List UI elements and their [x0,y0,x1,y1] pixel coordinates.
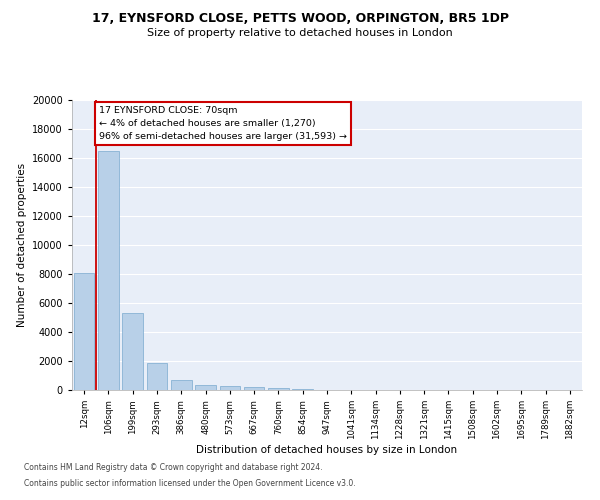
Bar [268,388,289,390]
X-axis label: Distribution of detached houses by size in London: Distribution of detached houses by size … [196,445,458,455]
Bar [98,151,119,390]
Text: 17 EYNSFORD CLOSE: 70sqm
← 4% of detached houses are smaller (1,270)
96% of semi: 17 EYNSFORD CLOSE: 70sqm ← 4% of detache… [99,106,347,141]
Text: Size of property relative to detached houses in London: Size of property relative to detached ho… [147,28,453,38]
Text: Contains HM Land Registry data © Crown copyright and database right 2024.: Contains HM Land Registry data © Crown c… [24,464,323,472]
Bar [195,385,216,390]
Text: 17, EYNSFORD CLOSE, PETTS WOOD, ORPINGTON, BR5 1DP: 17, EYNSFORD CLOSE, PETTS WOOD, ORPINGTO… [91,12,509,26]
Bar [171,380,191,390]
Bar [292,388,313,390]
Y-axis label: Number of detached properties: Number of detached properties [17,163,26,327]
Bar [146,363,167,390]
Text: Contains public sector information licensed under the Open Government Licence v3: Contains public sector information licen… [24,478,356,488]
Bar [74,272,94,390]
Bar [220,386,240,390]
Bar [122,313,143,390]
Bar [244,387,265,390]
